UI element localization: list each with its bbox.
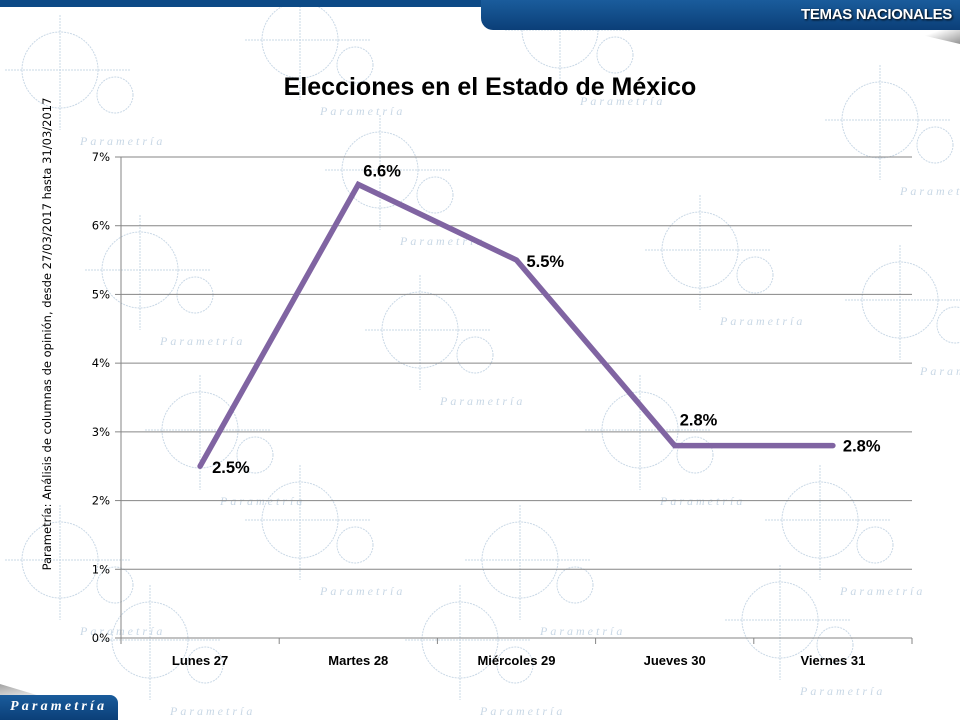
x-tick-label: Viernes 31 bbox=[800, 653, 865, 668]
watermark-mark: Parametría bbox=[765, 465, 925, 598]
svg-text:Parametría: Parametría bbox=[399, 234, 485, 248]
data-label: 2.5% bbox=[212, 459, 250, 477]
x-tick-label: Lunes 27 bbox=[172, 653, 228, 668]
watermark-mark: Parametría bbox=[845, 245, 960, 378]
x-tick-label: Martes 28 bbox=[328, 653, 388, 668]
svg-text:Parametría: Parametría bbox=[79, 134, 165, 148]
svg-text:Parametría: Parametría bbox=[719, 314, 805, 328]
svg-text:Parametría: Parametría bbox=[479, 704, 565, 718]
watermark-mark: Parametría bbox=[465, 505, 625, 638]
y-tick-label: 0% bbox=[92, 631, 110, 645]
data-label: 2.8% bbox=[680, 412, 718, 430]
watermark-mark: Parametría bbox=[825, 65, 960, 198]
x-tick-label: Jueves 30 bbox=[644, 653, 706, 668]
parametria-logo: Parametría bbox=[0, 695, 118, 720]
watermark-mark: Parametría bbox=[245, 465, 405, 598]
watermark-mark: Parametría bbox=[725, 565, 885, 698]
x-tick-label: Miércoles 29 bbox=[477, 653, 555, 668]
watermark-mark: Parametría bbox=[645, 195, 805, 328]
data-label: 6.6% bbox=[363, 162, 401, 180]
watermark-mark: Parametría bbox=[405, 585, 565, 718]
y-tick-label: 7% bbox=[92, 150, 110, 164]
data-label: 2.8% bbox=[843, 438, 881, 456]
section-banner: TEMAS NACIONALES bbox=[481, 0, 960, 30]
y-tick-label: 4% bbox=[92, 356, 110, 370]
y-tick-label: 1% bbox=[92, 562, 110, 576]
series-line bbox=[197, 180, 836, 469]
watermark-mark: Parametría bbox=[95, 585, 255, 718]
svg-text:Parametría: Parametría bbox=[539, 624, 625, 638]
svg-text:Parametría: Parametría bbox=[899, 184, 960, 198]
data-label: 5.5% bbox=[527, 253, 565, 271]
y-tick-label: 2% bbox=[92, 494, 110, 508]
logo-text: Parametría bbox=[10, 699, 108, 714]
svg-text:Parametría: Parametría bbox=[579, 94, 665, 108]
svg-text:Parametría: Parametría bbox=[319, 584, 405, 598]
section-label: TEMAS NACIONALES bbox=[800, 6, 952, 23]
svg-text:Parametría: Parametría bbox=[919, 364, 960, 378]
y-tick-label: 3% bbox=[92, 425, 110, 439]
svg-text:Parametría: Parametría bbox=[839, 584, 925, 598]
svg-text:Parametría: Parametría bbox=[169, 704, 255, 718]
watermark-mark: Parametría bbox=[85, 215, 245, 348]
top-stripe bbox=[0, 0, 960, 7]
watermark-mark: Parametría bbox=[325, 115, 485, 248]
svg-text:Parametría: Parametría bbox=[159, 334, 245, 348]
y-tick-label: 6% bbox=[92, 219, 110, 233]
svg-text:Parametría: Parametría bbox=[799, 684, 885, 698]
svg-text:Parametría: Parametría bbox=[439, 394, 525, 408]
watermark-mark: Parametría bbox=[505, 0, 665, 108]
watermark-mark: Parametría bbox=[5, 15, 165, 148]
svg-text:Parametría: Parametría bbox=[319, 104, 405, 118]
chart-title: Elecciones en el Estado de México bbox=[283, 73, 697, 101]
y-tick-label: 5% bbox=[92, 287, 110, 301]
